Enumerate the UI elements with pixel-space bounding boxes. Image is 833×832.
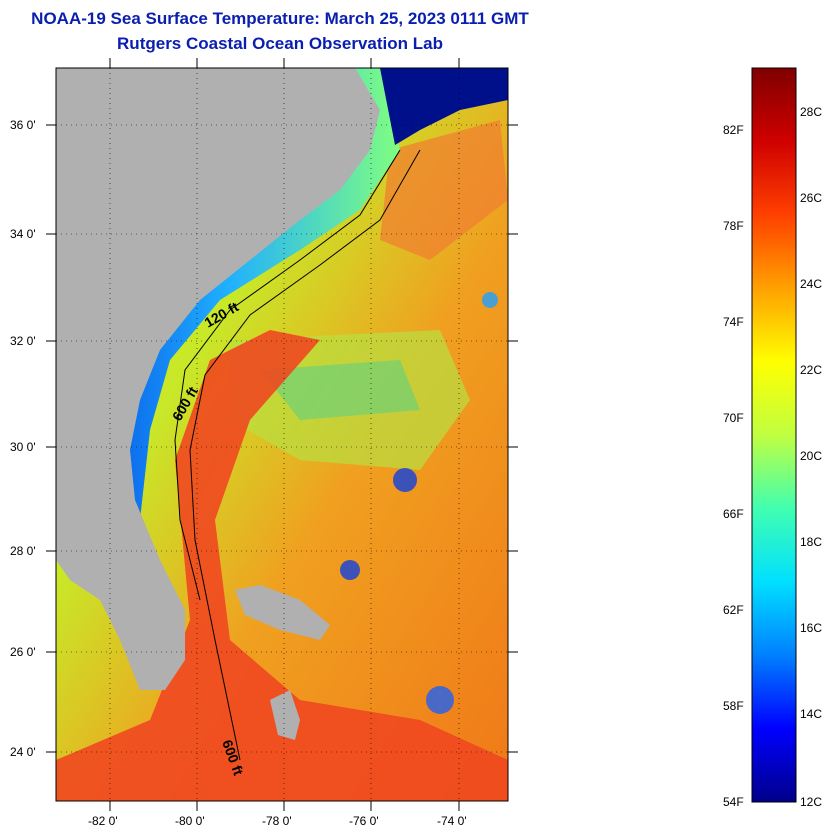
lat-label: 30 0' [10,440,36,454]
lon-label: -82 0' [88,814,118,828]
colorbar-c-label: 12C [800,795,823,809]
colorbar-f-label: 78F [723,219,744,233]
cold-spot [393,468,417,492]
contour-600ft [189,149,421,761]
graticule [56,68,508,801]
lat-label: 36 0' [10,118,36,132]
colorbar-c-label: 14C [800,707,823,721]
colorbar-c-label: 18C [800,535,823,549]
lat-label: 24 0' [10,745,36,759]
colorbar-f-label: 70F [723,411,744,425]
us-east-coast-land [56,68,380,690]
lon-label: -80 0' [175,814,205,828]
lat-label: 32 0' [10,334,36,348]
temperature-colorbar [751,67,797,803]
map-subtitle: Rutgers Coastal Ocean Observation Lab [117,34,443,53]
lon-label: -78 0' [262,814,292,828]
lon-label: -76 0' [349,814,379,828]
cold-spot [482,292,498,308]
cold-spot [340,560,360,580]
colorbar-f-label: 54F [723,795,744,809]
colorbar-f-label: 58F [723,699,744,713]
map-title: NOAA-19 Sea Surface Temperature: March 2… [31,9,529,28]
bahamas-land [235,585,330,640]
colorbar-f-label: 74F [723,315,744,329]
cold-spot [426,686,454,714]
frame-ticks [46,58,518,811]
colorbar-f-label: 66F [723,507,744,521]
cool-water-patch [260,360,420,420]
lat-label: 26 0' [10,645,36,659]
colorbar-c-label: 16C [800,621,823,635]
colorbar-f-label: 62F [723,603,744,617]
colorbar-f-label: 82F [723,123,744,137]
warm-water-patch [380,120,508,260]
lat-label: 28 0' [10,544,36,558]
colorbar-c-label: 22C [800,363,823,377]
colorbar-gradient [751,67,797,803]
colorbar-c-label: 26C [800,191,823,205]
colorbar-c-label: 28C [800,105,823,119]
lon-label: -74 0' [437,814,467,828]
colorbar-c-label: 24C [800,277,823,291]
bahamas-land [270,690,300,740]
contour-120ft [174,149,401,601]
lat-label: 34 0' [10,227,36,241]
map-frame [55,67,509,802]
sound-water [380,68,508,145]
colorbar-c-label: 20C [800,449,823,463]
